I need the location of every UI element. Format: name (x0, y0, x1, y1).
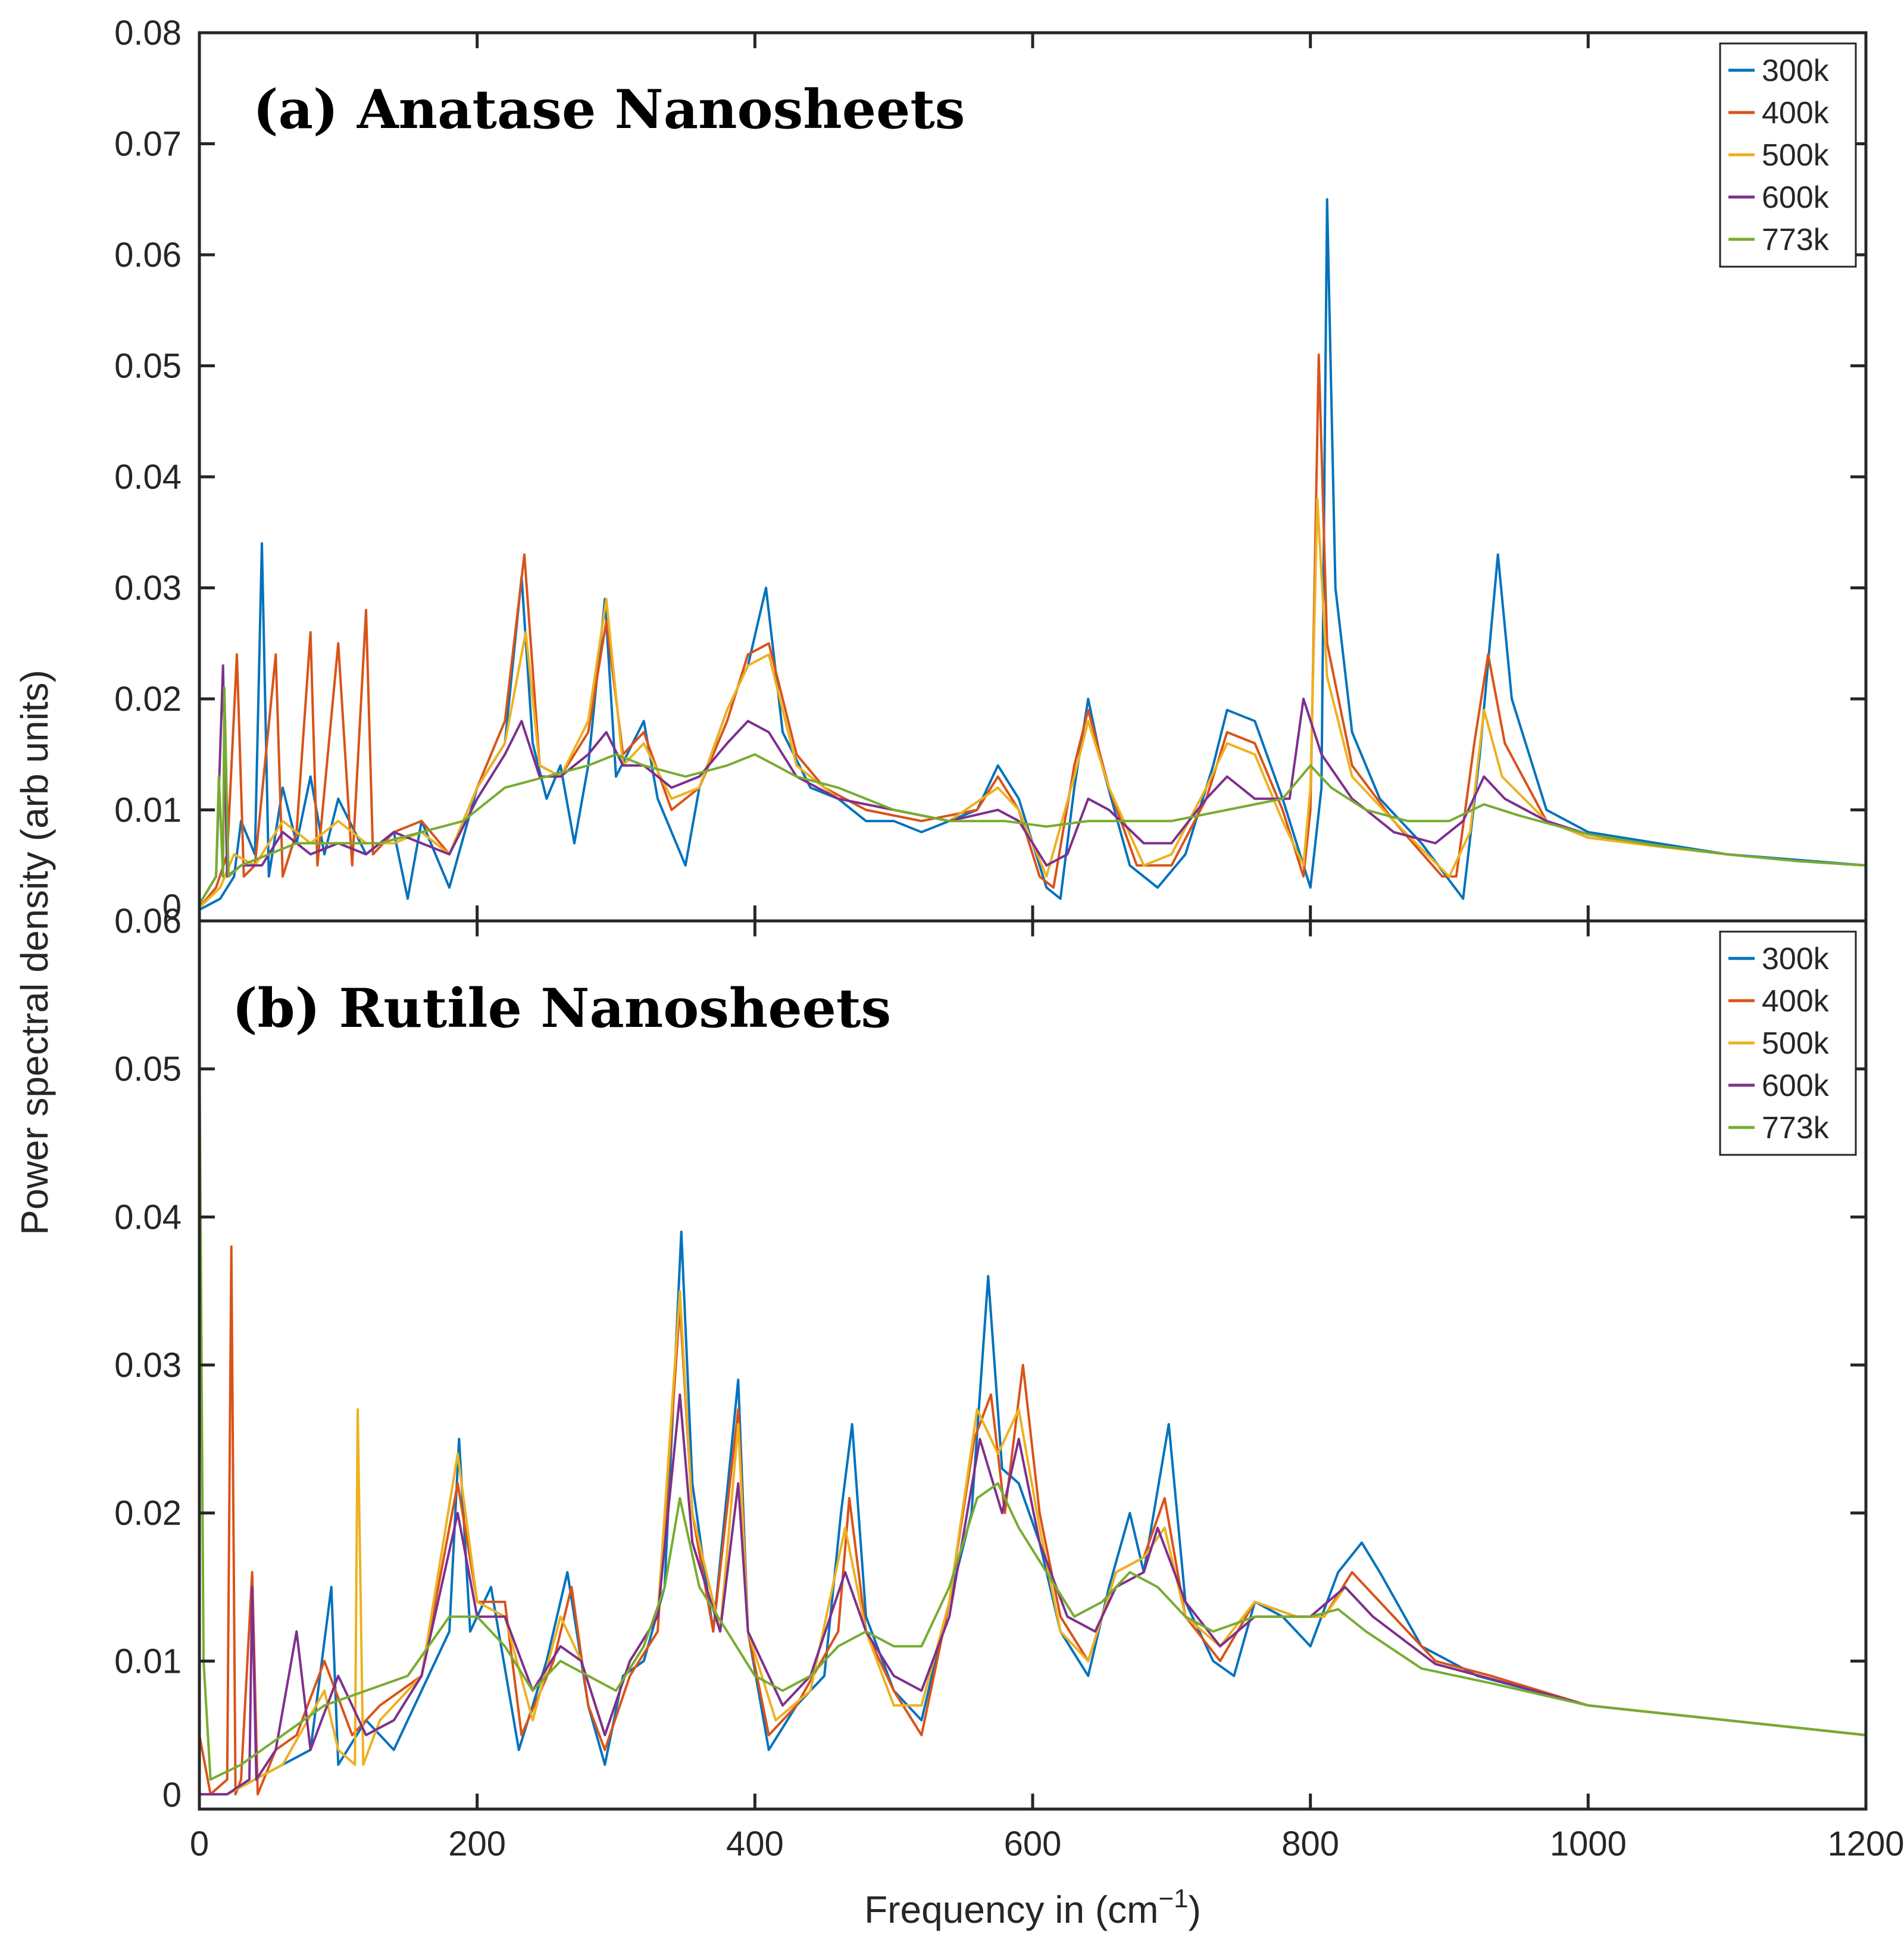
panel-a-legend-label-600k: 600k (1762, 180, 1830, 215)
panel-anatase: 0 0.01 0.02 0.03 0.04 0.05 0.06 0.07 0.08 (a) An… (114, 14, 1868, 926)
panel-a-ytick-label: 0.08 (114, 14, 182, 52)
panel-b-ytick-label: 0.03 (114, 1346, 182, 1385)
panel-a-title: (a) Anatase Nanosheets (253, 78, 965, 141)
panel-b-series (198, 1039, 1867, 1796)
panel-b-ytick-label: 0.04 (114, 1198, 182, 1236)
panel-b-series-773k (198, 1039, 1867, 1781)
panel-b-legend-label-500k: 500k (1762, 1026, 1830, 1061)
panel-b-xtick-label: 1000 (1550, 1825, 1627, 1863)
panel-b-xtick-label: 0 (190, 1825, 209, 1863)
panel-b-ytick-label: 0.02 (114, 1494, 182, 1533)
panel-a-series-600k (198, 664, 1867, 905)
panel-a-series (198, 198, 1867, 911)
panel-a-legend: 300k 400k 500k 600k 773k (1719, 42, 1857, 268)
x-axis-label-end: ) (1189, 1888, 1201, 1931)
panel-b-legend: 300k 400k 500k 600k 773k (1719, 930, 1857, 1156)
panel-b-legend-label-600k: 600k (1762, 1069, 1830, 1103)
panel-a-ytick-label: 0 (162, 888, 182, 926)
panel-b-ytick-label: 0.06 (114, 902, 182, 941)
panel-a-ytick-label: 0.06 (114, 236, 182, 274)
panel-a-series-773k (198, 686, 1867, 905)
panel-b-xtick-label: 200 (448, 1825, 506, 1863)
panel-b-series-300k (199, 1230, 1867, 1796)
panel-a-ytick-label: 0.02 (114, 680, 182, 719)
panel-a-series-300k (199, 198, 1867, 911)
panel-a-ytick-label: 0.05 (114, 347, 182, 386)
panel-b-ytick-label: 0.05 (114, 1050, 182, 1089)
panel-b-title: (b) Rutile Nanosheets (232, 977, 891, 1040)
panel-a-legend-label-500k: 500k (1762, 138, 1830, 173)
panel-a-legend-label-400k: 400k (1762, 96, 1830, 130)
panel-b-legend-label-773k: 773k (1762, 1111, 1830, 1145)
x-axis-label-superscript: −1 (1158, 1884, 1188, 1913)
panel-b-xtick-label: 800 (1281, 1825, 1339, 1863)
panel-b-ytick-label: 0.01 (114, 1642, 182, 1681)
panel-a-ytick-label: 0.03 (114, 569, 182, 608)
panel-a-ytick-label: 0.01 (114, 791, 182, 830)
y-axis-label: Power spectral density (arb units) (13, 670, 56, 1235)
panel-b-axes-frame (198, 919, 1868, 1811)
x-axis-label: Frequency in (cm−1) (864, 1884, 1201, 1931)
panel-a-legend-label-300k: 300k (1762, 54, 1830, 88)
panel-a-ticks: 0 0.01 0.02 0.03 0.04 0.05 0.06 0.07 0.08 (114, 14, 1868, 926)
panel-a-legend-label-773k: 773k (1762, 223, 1830, 257)
panel-b-ticks: 0 0.01 0.02 0.03 0.04 0.05 0.06 0 200 400 600 800 10… (114, 902, 1904, 1863)
panel-a-axes-frame (198, 31, 1868, 923)
panel-b-legend-label-400k: 400k (1762, 984, 1830, 1019)
panel-a-ytick-label: 0.04 (114, 458, 182, 496)
x-axis-label-main: Frequency in (cm (864, 1888, 1158, 1931)
panel-b-xtick-label: 400 (726, 1825, 784, 1863)
panel-b-ytick-label: 0 (162, 1776, 182, 1814)
panel-b-series-500k (199, 1289, 1867, 1796)
panel-b-xtick-label: 1200 (1827, 1825, 1904, 1863)
panel-b-legend-label-300k: 300k (1762, 942, 1830, 976)
panel-a-ytick-label: 0.07 (114, 125, 182, 164)
panel-rutile: 0 0.01 0.02 0.03 0.04 0.05 0.06 0 200 400 600 800 10… (114, 902, 1904, 1863)
panel-b-xtick-label: 600 (1004, 1825, 1062, 1863)
